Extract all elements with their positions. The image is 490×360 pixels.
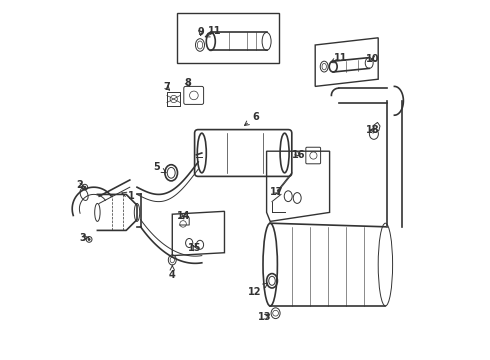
Text: 12: 12: [248, 283, 268, 297]
Circle shape: [88, 238, 90, 240]
Text: 6: 6: [245, 112, 259, 126]
Text: 9: 9: [197, 27, 204, 37]
Text: 16: 16: [292, 150, 305, 160]
Text: 3: 3: [79, 233, 89, 243]
Text: 18: 18: [366, 125, 380, 135]
Text: 13: 13: [258, 312, 271, 322]
Text: 8: 8: [184, 78, 191, 88]
Text: 1: 1: [122, 191, 135, 201]
Text: 4: 4: [169, 265, 175, 280]
Text: 17: 17: [270, 186, 283, 197]
Text: 5: 5: [153, 162, 166, 173]
Text: 10: 10: [366, 54, 380, 64]
Text: 15: 15: [188, 243, 201, 253]
Text: 14: 14: [177, 211, 191, 221]
Text: 2: 2: [77, 180, 84, 190]
Text: 7: 7: [163, 82, 170, 92]
Text: 11: 11: [208, 26, 221, 36]
Bar: [176, 13, 279, 63]
Circle shape: [84, 186, 86, 188]
Text: 11: 11: [334, 53, 347, 63]
